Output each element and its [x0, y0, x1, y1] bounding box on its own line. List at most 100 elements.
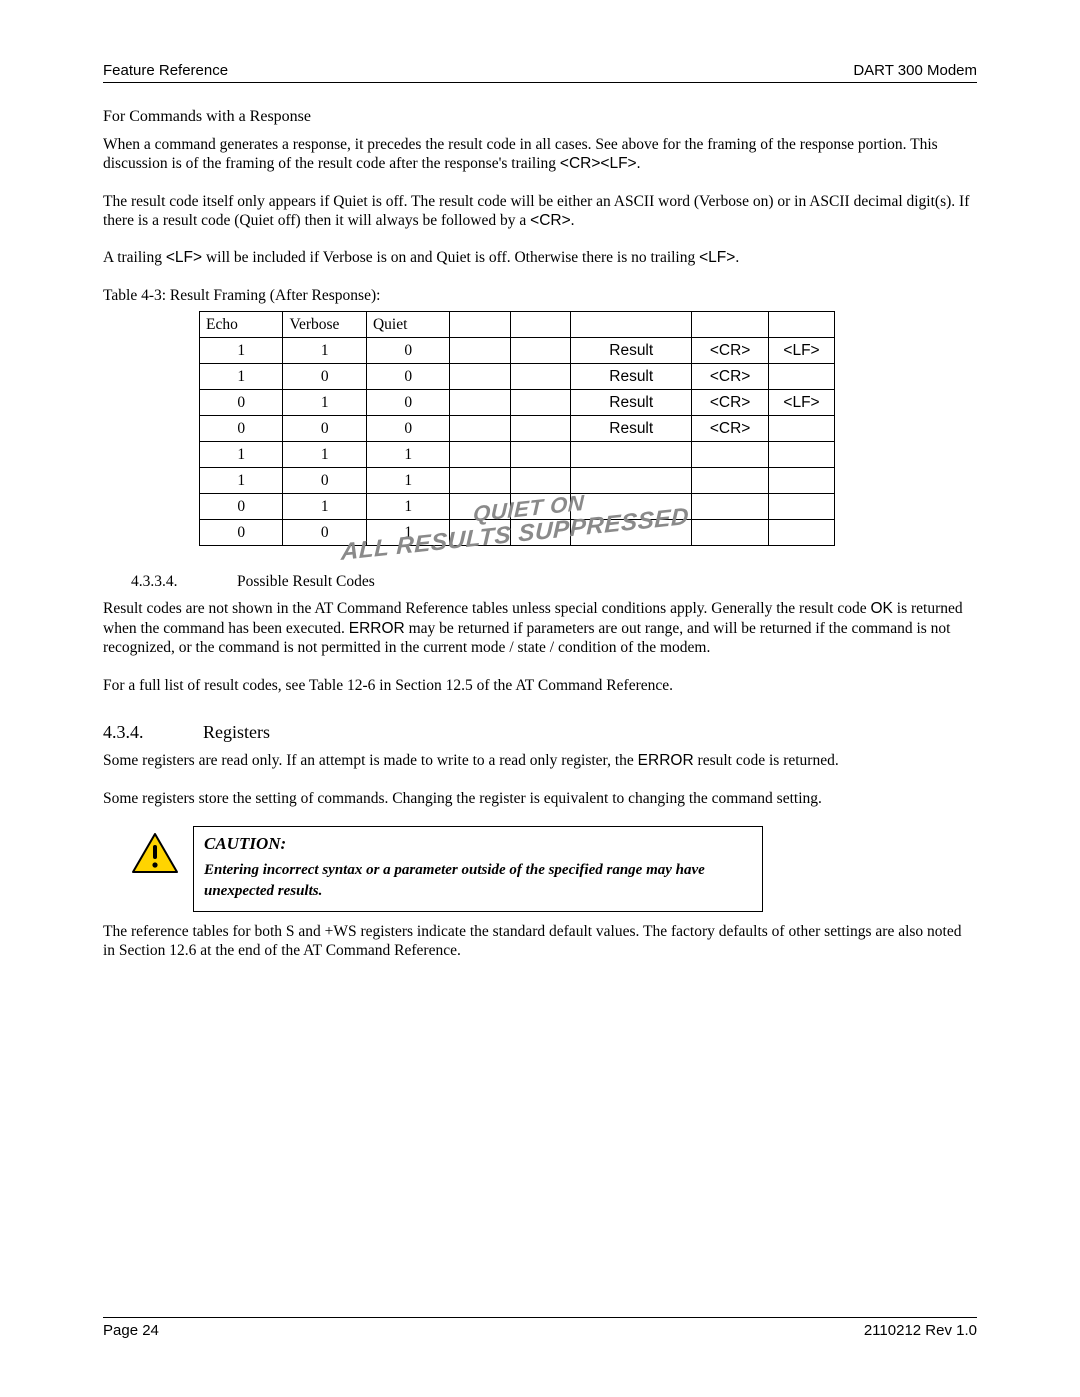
- table-cell: [769, 364, 835, 390]
- table-cell: 1: [283, 390, 366, 416]
- text: .: [735, 249, 739, 266]
- page-header: Feature Reference DART 300 Modem: [103, 62, 977, 83]
- code-text: <CR>: [530, 212, 571, 229]
- table-cell: <CR>: [692, 364, 769, 390]
- footer-left: Page 24: [103, 1322, 159, 1341]
- table-cell: [692, 520, 769, 546]
- table-cell: [450, 416, 510, 442]
- text: Result codes are not shown in the AT Com…: [103, 600, 871, 617]
- col-header-blank: [571, 312, 692, 338]
- table-row: 101: [200, 468, 835, 494]
- section-heading-4334: 4.3.3.4. Possible Result Codes: [131, 572, 977, 591]
- table-cell: 1: [366, 520, 449, 546]
- code-text: <LF>: [166, 249, 202, 266]
- table-cell: [692, 442, 769, 468]
- table-cell: 1: [283, 338, 366, 364]
- table-cell: [510, 520, 570, 546]
- table-row: 100Result<CR>: [200, 364, 835, 390]
- section-heading: For Commands with a Response: [103, 107, 977, 127]
- paragraph: Some registers are read only. If an atte…: [103, 751, 977, 770]
- table-row: 111: [200, 442, 835, 468]
- table-cell: [510, 338, 570, 364]
- table-cell: 0: [366, 390, 449, 416]
- table-cell: [450, 338, 510, 364]
- table-cell: [450, 468, 510, 494]
- table-cell: 1: [200, 442, 283, 468]
- table-row: 110Result<CR><LF>: [200, 338, 835, 364]
- table-cell: 1: [366, 442, 449, 468]
- caution-body: Entering incorrect syntax or a parameter…: [204, 860, 752, 901]
- table-cell: [450, 520, 510, 546]
- text: will be included if Verbose is on and Qu…: [202, 249, 699, 266]
- table-cell: Result: [571, 364, 692, 390]
- warning-icon: [131, 832, 179, 876]
- text: Some registers are read only. If an atte…: [103, 752, 638, 769]
- text: result code is returned.: [694, 752, 839, 769]
- table-cell: 0: [283, 364, 366, 390]
- table-cell: [769, 468, 835, 494]
- header-right: DART 300 Modem: [853, 62, 977, 81]
- caution-block: CAUTION: Entering incorrect syntax or a …: [131, 826, 977, 912]
- footer-right: 2110212 Rev 1.0: [864, 1322, 977, 1341]
- table-cell: [510, 364, 570, 390]
- table-cell: [571, 468, 692, 494]
- table-cell: 1: [200, 364, 283, 390]
- table-cell: 0: [200, 520, 283, 546]
- table-cell: <LF>: [769, 390, 835, 416]
- section-title: Registers: [203, 721, 270, 744]
- table-cell: <LF>: [769, 338, 835, 364]
- table-cell: [510, 468, 570, 494]
- table-cell: [510, 494, 570, 520]
- table-cell: 0: [200, 416, 283, 442]
- table-cell: 1: [200, 338, 283, 364]
- table-cell: [510, 442, 570, 468]
- col-header-blank: [450, 312, 510, 338]
- text: .: [571, 212, 575, 229]
- page-footer: Page 24 2110212 Rev 1.0: [103, 1317, 977, 1341]
- table-caption: Table 4-3: Result Framing (After Respons…: [103, 286, 977, 305]
- table-cell: [692, 494, 769, 520]
- table-cell: [571, 442, 692, 468]
- table-cell: 0: [200, 390, 283, 416]
- section-heading-434: 4.3.4. Registers: [103, 721, 977, 744]
- table-cell: 1: [283, 494, 366, 520]
- table-cell: 0: [283, 416, 366, 442]
- table-cell: [571, 520, 692, 546]
- table-row: 001: [200, 520, 835, 546]
- code-text: OK: [871, 600, 893, 617]
- framing-table: Echo Verbose Quiet 110Result<CR><LF>100R…: [199, 311, 835, 546]
- text: When a command generates a response, it …: [103, 136, 938, 172]
- paragraph: A trailing <LF> will be included if Verb…: [103, 248, 977, 267]
- table-cell: 0: [283, 468, 366, 494]
- col-header: Quiet: [366, 312, 449, 338]
- text: A trailing: [103, 249, 166, 266]
- table-cell: [692, 468, 769, 494]
- table-cell: 1: [366, 468, 449, 494]
- table-cell: 1: [200, 468, 283, 494]
- table-cell: 0: [283, 520, 366, 546]
- table-cell: [769, 442, 835, 468]
- table-cell: [571, 494, 692, 520]
- table-wrapper: Echo Verbose Quiet 110Result<CR><LF>100R…: [103, 311, 977, 546]
- table-cell: [769, 494, 835, 520]
- table-cell: <CR>: [692, 416, 769, 442]
- table-row: 000Result<CR>: [200, 416, 835, 442]
- code-text: <CR><LF>: [560, 155, 637, 172]
- table-cell: [510, 416, 570, 442]
- table-header-row: Echo Verbose Quiet: [200, 312, 835, 338]
- table-cell: 0: [366, 364, 449, 390]
- col-header-blank: [769, 312, 835, 338]
- table-row: 010Result<CR><LF>: [200, 390, 835, 416]
- text: .: [637, 155, 641, 172]
- table-cell: [450, 442, 510, 468]
- col-header-blank: [510, 312, 570, 338]
- section-number: 4.3.3.4.: [131, 572, 197, 591]
- code-text: <LF>: [699, 249, 735, 266]
- table-cell: Result: [571, 338, 692, 364]
- page: Feature Reference DART 300 Modem For Com…: [0, 0, 1080, 1397]
- code-text: ERROR: [349, 620, 405, 637]
- table-cell: [450, 390, 510, 416]
- header-left: Feature Reference: [103, 62, 228, 81]
- table-cell: 0: [366, 338, 449, 364]
- paragraph: The reference tables for both S and +WS …: [103, 922, 977, 961]
